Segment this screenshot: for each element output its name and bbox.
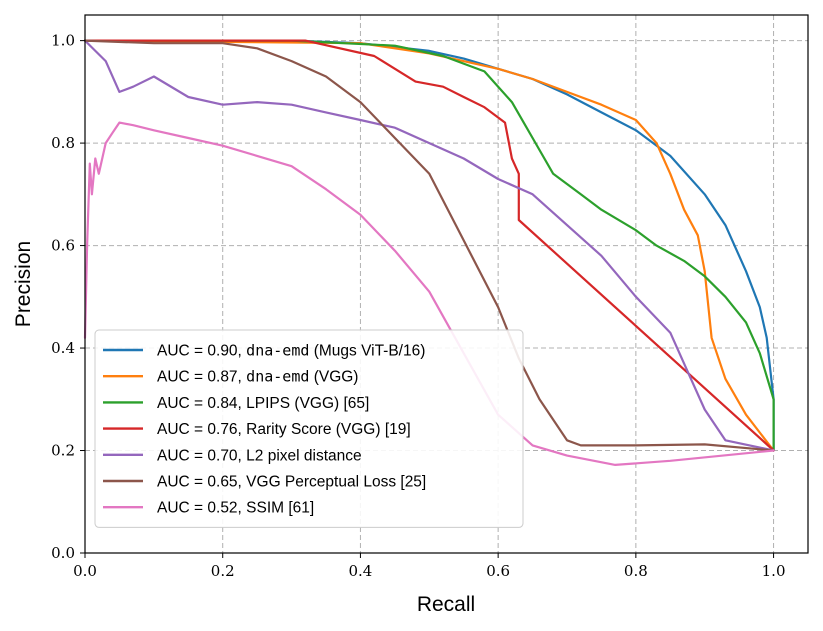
series-lines [83, 39, 775, 466]
x-axis-label: Recall [417, 593, 475, 616]
series-line-1 [83, 39, 775, 452]
y-tick-label-3: 0.6 [51, 237, 75, 255]
series-line-4 [83, 39, 775, 452]
legend-entry-6: AUC = 0.52, SSIM [61] [157, 500, 314, 517]
x-tick-label-1: 0.2 [211, 562, 235, 580]
legend-entry-4: AUC = 0.70, L2 pixel distance [157, 447, 362, 464]
y-tick-label-4: 0.8 [51, 134, 75, 152]
x-tick-label-2: 0.4 [348, 562, 372, 580]
series-line-3 [83, 39, 775, 452]
axis-ticks: 0.0 0.2 0.4 0.6 0.8 1.0 0.0 0.2 0.4 0.6 0.8 1.0 [51, 32, 785, 580]
legend-entry-2: AUC = 0.84, LPIPS (VGG) [65] [157, 395, 369, 412]
series-line-2 [83, 39, 775, 452]
y-axis-label: Precision [12, 241, 35, 327]
y-tick-label-1: 0.2 [51, 442, 75, 460]
y-tick-label-0: 0.0 [51, 544, 75, 562]
legend: AUC = 0.90, dna-emd (Mugs ViT-B/16) AUC =… [94, 329, 524, 528]
legend-entry-3: AUC = 0.76, Rarity Score (VGG) [19] [157, 421, 411, 438]
series-line-5 [83, 39, 775, 452]
y-tick-label-5: 1.0 [51, 32, 75, 50]
plot-frame [84, 14, 809, 554]
x-tick-label-3: 0.6 [486, 562, 510, 580]
legend-entry-0: AUC = 0.90, dna-emd (Mugs ViT-B/16) [157, 342, 425, 360]
x-tick-label-5: 1.0 [762, 562, 786, 580]
x-tick-label-0: 0.0 [73, 562, 97, 580]
x-tick-label-4: 0.8 [624, 562, 648, 580]
legend-entry-1: AUC = 0.87, dna-emd (VGG) [157, 368, 358, 386]
y-tick-label-2: 0.4 [51, 339, 75, 357]
legend-entry-5: AUC = 0.65, VGG Perceptual Loss [25] [157, 474, 426, 491]
legend-box [94, 329, 524, 528]
series-line-6 [83, 121, 775, 466]
